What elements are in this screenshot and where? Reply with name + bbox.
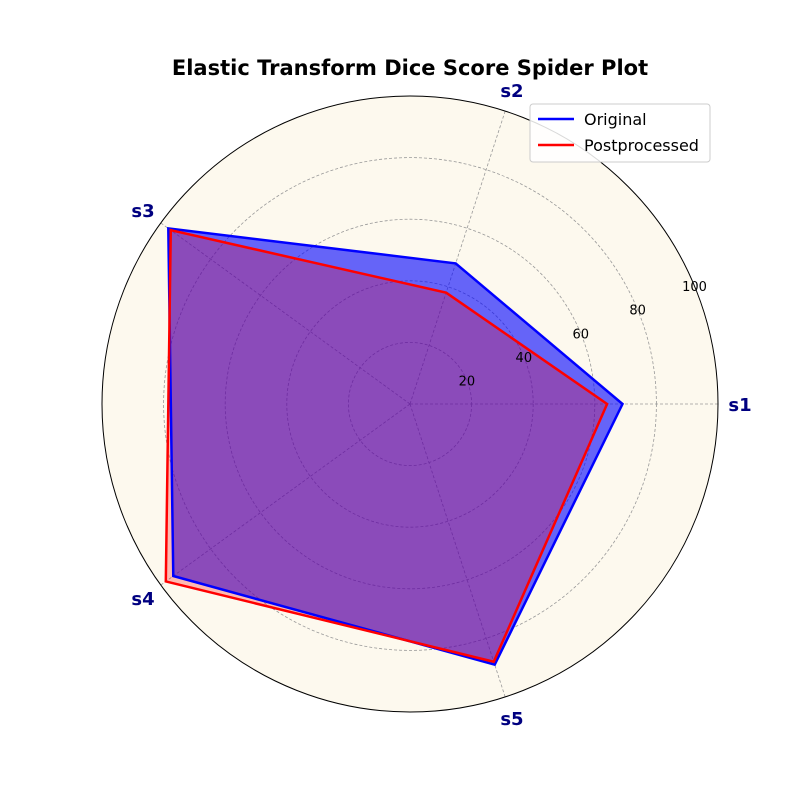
series-line-postprocessed xyxy=(164,228,609,664)
series-line-original xyxy=(167,226,625,667)
axis-label-s2: s2 xyxy=(500,81,523,102)
legend-label-original: Original xyxy=(584,110,647,129)
axis-labels: s1 s2 s3 s4 s5 xyxy=(131,81,751,730)
series-fill-postprocessed xyxy=(165,230,608,662)
tick-label: 100 xyxy=(682,280,707,295)
legend: Original Postprocessed xyxy=(529,103,711,163)
tick-labels: 20 40 60 80 100 xyxy=(459,280,707,389)
axis-label-s1: s1 xyxy=(728,395,751,416)
chart-title: Elastic Transform Dice Score Spider Plot xyxy=(172,56,648,80)
axis-label-s5: s5 xyxy=(500,709,523,730)
series-lines xyxy=(164,226,625,667)
tick-label: 20 xyxy=(459,374,476,389)
axis-label-s4: s4 xyxy=(131,589,154,610)
legend-label-postprocessed: Postprocessed xyxy=(584,136,699,155)
tick-label: 40 xyxy=(516,351,533,366)
outer-ring xyxy=(101,95,719,713)
tick-label: 60 xyxy=(572,327,589,342)
axis-label-s3: s3 xyxy=(131,201,154,222)
tick-label: 80 xyxy=(629,304,646,319)
legend-box xyxy=(529,103,711,163)
